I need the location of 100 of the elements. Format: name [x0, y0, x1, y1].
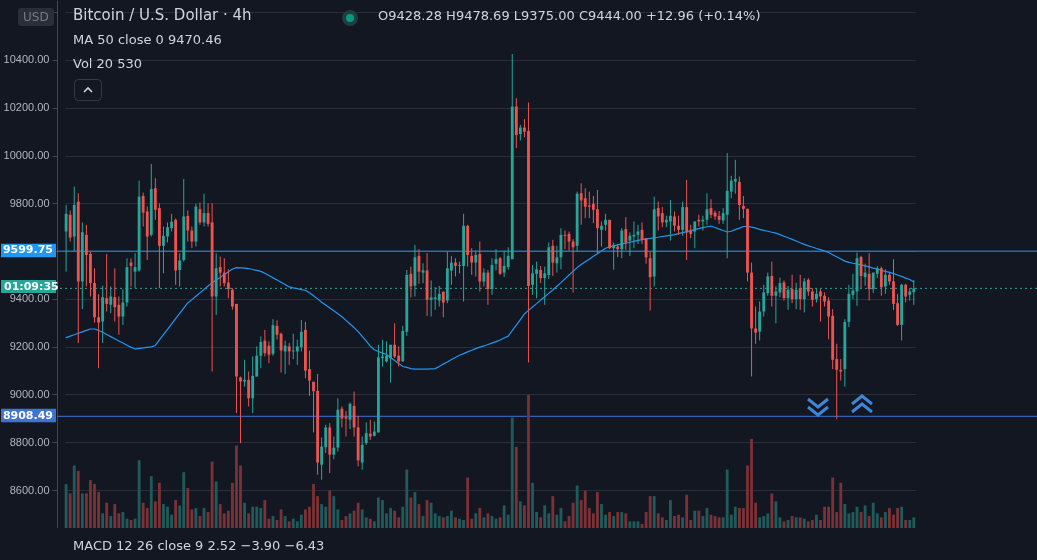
bar [624, 513, 628, 528]
bar [693, 510, 697, 528]
bar [896, 508, 899, 528]
bar [575, 485, 579, 528]
bar [320, 504, 324, 528]
bar [531, 482, 534, 528]
bar [113, 504, 117, 528]
bar [68, 493, 72, 528]
bar [324, 506, 328, 528]
bar [656, 513, 660, 528]
candlestick [263, 329, 267, 357]
bar [328, 490, 332, 528]
candlestick [291, 333, 295, 360]
candlestick [385, 340, 388, 363]
bar [64, 484, 68, 528]
candlestick [218, 256, 222, 287]
candlestick [340, 405, 344, 428]
bar [235, 445, 238, 528]
bar [685, 494, 689, 528]
bar [912, 517, 916, 528]
candlestick [441, 290, 445, 318]
candlestick [97, 293, 100, 369]
candlestick [579, 182, 583, 226]
candlestick [454, 257, 457, 277]
bar [174, 500, 178, 528]
candlestick [64, 204, 68, 273]
bar [798, 517, 802, 528]
candlestick [904, 283, 908, 303]
bar [299, 514, 303, 528]
bar [141, 502, 145, 528]
candlestick [612, 242, 616, 271]
bar [810, 520, 814, 528]
bar [514, 446, 518, 528]
candlestick [222, 257, 226, 287]
bar [287, 521, 291, 528]
candlestick [774, 285, 778, 324]
candlestick [656, 201, 660, 232]
bar [425, 500, 429, 528]
bar [101, 513, 105, 528]
candlestick [482, 267, 486, 287]
bar [437, 516, 441, 528]
candlestick [737, 176, 741, 221]
bar [162, 504, 165, 528]
candlestick [648, 251, 652, 312]
bar [121, 512, 125, 528]
bar [389, 508, 392, 528]
bar [466, 477, 470, 528]
bar [697, 510, 701, 528]
candlestick [397, 345, 401, 367]
bar [454, 517, 457, 528]
bar [766, 513, 770, 528]
candlestick [105, 253, 109, 313]
candlestick [673, 210, 676, 233]
bar [551, 496, 555, 528]
candlestick [247, 371, 251, 407]
bar [677, 514, 680, 528]
bar [76, 470, 80, 528]
bar [360, 509, 364, 528]
bar [251, 506, 255, 528]
candlestick [470, 247, 474, 276]
candlestick [68, 209, 72, 243]
bar [429, 502, 433, 528]
candlestick [283, 340, 287, 375]
candlestick [421, 262, 425, 284]
bar [93, 484, 96, 528]
annotation: MA 50 close 0 9470.46 [73, 32, 222, 47]
y-tick-label: 10000.00 [3, 149, 50, 162]
bar [596, 492, 599, 528]
candlestick [733, 159, 737, 195]
candlestick [790, 274, 794, 304]
candlestick [166, 221, 169, 243]
candlestick [251, 355, 255, 414]
y-tick-label: 10400.00 [3, 53, 50, 66]
bar [758, 517, 762, 528]
candlestick [312, 381, 315, 433]
candlestick [620, 227, 624, 259]
bar [600, 504, 603, 528]
bar [669, 500, 672, 528]
bar [904, 520, 908, 528]
bar [80, 493, 84, 528]
candlestick [226, 268, 230, 299]
candlestick [693, 220, 697, 249]
bar [441, 517, 445, 528]
bar [157, 482, 161, 528]
bar [166, 506, 169, 528]
bar [616, 512, 620, 528]
bar [900, 506, 904, 528]
bar [502, 505, 506, 528]
bar [839, 482, 843, 528]
bar [247, 513, 251, 528]
bar [652, 496, 656, 528]
candlestick [798, 274, 802, 311]
bar [210, 461, 214, 528]
candlestick [239, 376, 242, 444]
candlestick [299, 319, 303, 352]
bar [450, 510, 453, 528]
bar [413, 492, 417, 528]
bar [368, 518, 372, 528]
bar [340, 520, 344, 528]
bar [263, 500, 267, 528]
